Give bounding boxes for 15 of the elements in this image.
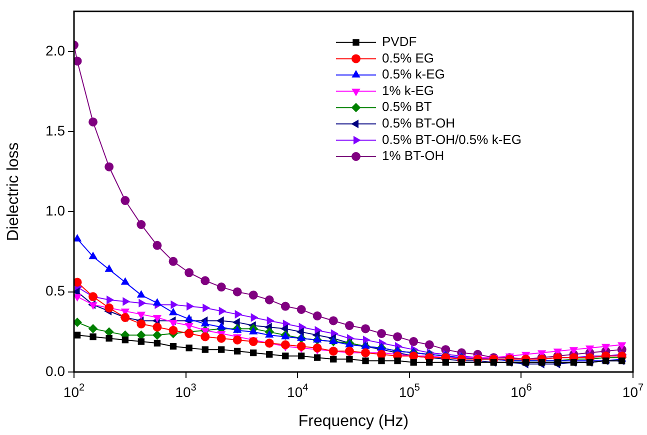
y-tick-label: 0.5 <box>46 282 66 299</box>
legend-label: 0.5% BT-OH <box>382 115 455 130</box>
y-tick-label: 1.0 <box>46 202 66 219</box>
y-tick-label: 0.0 <box>46 362 66 379</box>
legend-label: 0.5% BT-OH/0.5% k-EG <box>382 132 522 147</box>
y-tick-label: 2.0 <box>46 42 66 58</box>
legend-label: PVDF <box>382 34 417 49</box>
y-axis-title: Dielectric loss <box>5 142 22 242</box>
x-axis-title: Frequency (Hz) <box>298 412 409 430</box>
legend-label: 0.5% k-EG <box>382 66 445 82</box>
legend-label: 0.5% BT <box>382 99 432 114</box>
y-tick-label: 1.5 <box>46 122 66 138</box>
legend-label: 0.5% EG <box>382 50 434 66</box>
legend-label: 1% BT-OH <box>382 148 444 164</box>
legend-label: 1% k-EG <box>382 82 434 98</box>
